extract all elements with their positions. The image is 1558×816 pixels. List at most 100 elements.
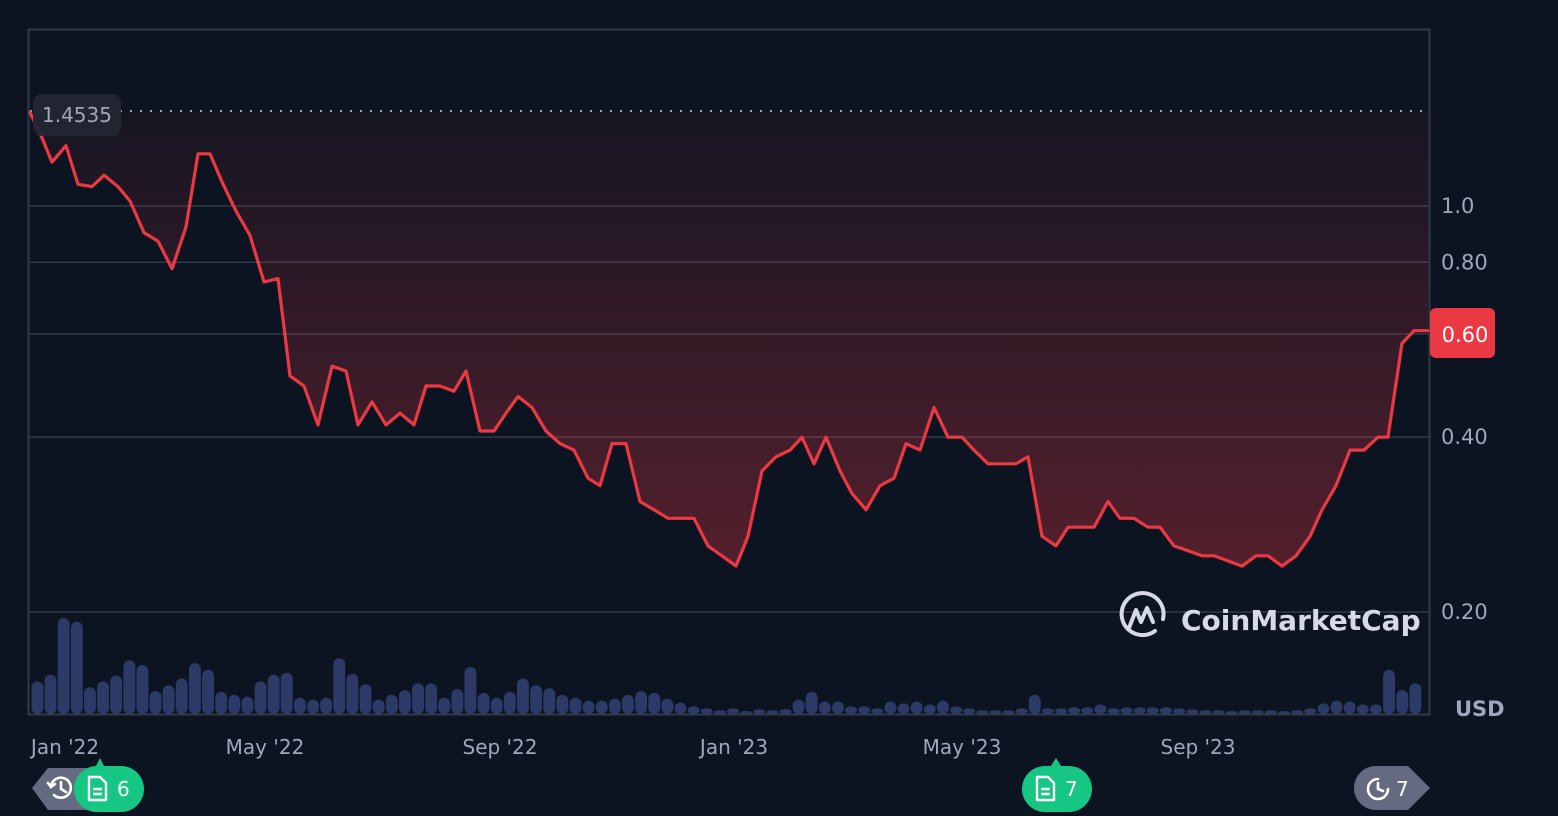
volume-bar (1291, 710, 1304, 714)
volume-bar (162, 685, 175, 714)
volume-bar (517, 678, 529, 714)
volume-bar (503, 691, 516, 714)
volume-bar (937, 700, 949, 714)
volume-bar (44, 674, 57, 714)
price-line[interactable] (28, 110, 1430, 568)
volume-bar (976, 710, 989, 714)
svg-text:1.4535: 1.4535 (42, 103, 112, 127)
volume-bar (149, 691, 162, 714)
volume-bar (1278, 711, 1291, 714)
x-tick-label: Jan '23 (698, 735, 768, 759)
svg-text:6: 6 (117, 777, 130, 801)
y-axis-labels: 1.0 0.80 0.40 0.20 (1441, 194, 1488, 624)
volume-bar (727, 708, 739, 714)
volume-bar (792, 699, 805, 714)
volume-bar (346, 673, 359, 714)
x-tick-label: Sep '23 (1161, 735, 1236, 759)
volume-bar (202, 669, 214, 714)
volume-bar (661, 698, 674, 714)
volume-bar (805, 691, 818, 714)
volume-bar (910, 701, 923, 714)
volume-bar (372, 699, 385, 714)
x-axis-labels: Jan '22 May '22 Sep '22 Jan '23 May '23 Sep '… (29, 735, 1236, 759)
volume-bar (582, 700, 595, 714)
volume-bar (1133, 707, 1146, 714)
volume-bar (359, 684, 372, 714)
volume-bar (215, 691, 228, 714)
volume-bar (228, 694, 241, 714)
volume-bar (1081, 707, 1094, 714)
volume-bar (1094, 704, 1107, 714)
document-icon (87, 775, 108, 802)
volume-bar (884, 701, 897, 714)
document-icon (1035, 775, 1056, 802)
volume-bar (1396, 690, 1409, 714)
event-news-button-2[interactable]: 7 (1022, 758, 1092, 812)
volume-bar (674, 702, 687, 714)
currency-label: USD (1455, 697, 1505, 721)
volume-bar (1146, 707, 1159, 714)
volume-bar (477, 692, 490, 714)
volume-bar (1199, 710, 1212, 714)
volume-bar (1356, 704, 1369, 714)
volume-bar (950, 706, 962, 714)
volume-bar (858, 706, 871, 714)
volume-bar (622, 694, 634, 714)
y-tick-label: 1.0 (1441, 194, 1474, 218)
event-upcoming-button[interactable]: 7 (1354, 766, 1430, 810)
volume-bar (818, 701, 831, 714)
volume-bar (57, 618, 70, 714)
y-tick-label: 0.80 (1441, 250, 1488, 274)
volume-bars (31, 618, 1422, 714)
plot-frame (27, 28, 1431, 716)
volume-bar (1002, 710, 1015, 714)
clock-icon (1366, 777, 1390, 801)
volume-bar (280, 672, 293, 714)
volume-bar (1225, 711, 1238, 714)
volume-bar (569, 697, 582, 714)
x-tick-label: Sep '22 (463, 735, 538, 759)
volume-bar (1068, 707, 1081, 714)
volume-bar (175, 678, 188, 714)
volume-bar (241, 696, 254, 714)
svg-text:0.60: 0.60 (1442, 323, 1489, 347)
svg-text:7: 7 (1065, 777, 1078, 801)
history-icon (46, 776, 73, 800)
volume-bar (385, 694, 398, 714)
volume-bar (425, 683, 438, 714)
volume-bar (897, 703, 910, 714)
volume-bar (1212, 710, 1225, 714)
event-news-button-1[interactable]: 6 (74, 758, 144, 812)
volume-bar (1015, 708, 1028, 714)
volume-bar (136, 665, 149, 714)
volume-bar (189, 663, 201, 714)
volume-bar (1028, 694, 1041, 714)
volume-bar (412, 683, 424, 714)
volume-bar (1041, 708, 1054, 714)
volume-bar (740, 711, 752, 714)
volume-bar (1383, 669, 1395, 714)
high-price-marker: 1.4535 (33, 94, 121, 136)
volume-bar (595, 700, 608, 714)
volume-bar (753, 709, 766, 714)
volume-bar (1304, 708, 1317, 714)
x-tick-label: May '23 (923, 735, 1002, 759)
volume-bar (1055, 708, 1067, 714)
volume-bar (779, 709, 792, 714)
volume-bar (1173, 708, 1186, 714)
volume-bar (1120, 707, 1133, 714)
y-tick-label: 0.20 (1441, 600, 1488, 624)
volume-bar (530, 685, 543, 714)
svg-text:CoinMarketCap: CoinMarketCap (1181, 604, 1421, 637)
volume-bar (1265, 710, 1277, 714)
volume-bar (1317, 703, 1330, 714)
volume-bar (254, 681, 267, 714)
volume-bar (556, 694, 569, 714)
volume-bar (713, 710, 726, 714)
volume-bar (845, 706, 857, 714)
volume-bar (307, 699, 319, 714)
volume-bar (464, 667, 477, 714)
volume-bar (1409, 683, 1422, 714)
volume-bar (1343, 701, 1356, 714)
